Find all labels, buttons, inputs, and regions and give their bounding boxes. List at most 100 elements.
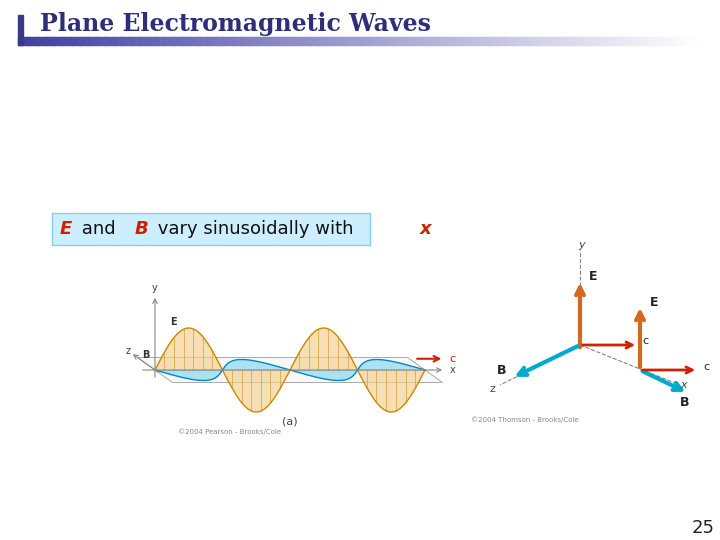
Polygon shape <box>166 370 173 375</box>
Polygon shape <box>399 363 409 370</box>
Polygon shape <box>236 360 251 370</box>
Polygon shape <box>247 360 261 370</box>
Polygon shape <box>241 360 256 370</box>
Polygon shape <box>227 364 235 370</box>
Polygon shape <box>231 361 243 370</box>
Bar <box>145 37 148 45</box>
Bar <box>399 37 402 45</box>
Bar <box>190 37 193 45</box>
Polygon shape <box>282 368 286 370</box>
Polygon shape <box>213 370 220 374</box>
Bar <box>70 37 73 45</box>
Polygon shape <box>279 367 284 370</box>
Bar <box>614 37 617 45</box>
Bar <box>344 37 347 45</box>
Bar <box>571 37 574 45</box>
Polygon shape <box>189 370 204 381</box>
Polygon shape <box>315 370 330 380</box>
Polygon shape <box>398 363 409 370</box>
Polygon shape <box>224 367 228 370</box>
Polygon shape <box>225 366 233 370</box>
Bar <box>338 37 341 45</box>
Bar <box>644 37 647 45</box>
Polygon shape <box>261 362 273 370</box>
Polygon shape <box>271 365 279 370</box>
Bar <box>537 37 540 45</box>
Bar <box>401 37 404 45</box>
Polygon shape <box>338 370 349 379</box>
Polygon shape <box>238 360 253 370</box>
Polygon shape <box>196 370 210 380</box>
Bar <box>693 37 696 45</box>
Bar <box>261 37 264 45</box>
Bar <box>428 37 431 45</box>
Polygon shape <box>219 370 222 372</box>
Bar <box>170 37 173 45</box>
Polygon shape <box>316 370 330 380</box>
Polygon shape <box>209 370 218 376</box>
Polygon shape <box>285 369 287 370</box>
Bar <box>195 37 197 45</box>
Bar <box>669 37 671 45</box>
Polygon shape <box>336 370 348 379</box>
Polygon shape <box>364 362 374 370</box>
Bar <box>302 37 304 45</box>
Bar <box>397 37 400 45</box>
Bar <box>444 37 447 45</box>
Bar <box>127 37 130 45</box>
Polygon shape <box>318 370 332 380</box>
Polygon shape <box>345 370 354 376</box>
Polygon shape <box>300 370 307 375</box>
Polygon shape <box>385 360 400 370</box>
Bar <box>249 37 252 45</box>
Polygon shape <box>175 370 188 379</box>
Polygon shape <box>190 370 205 381</box>
Polygon shape <box>394 362 406 370</box>
Polygon shape <box>233 361 247 370</box>
Bar <box>326 37 329 45</box>
Polygon shape <box>359 367 363 370</box>
Bar <box>403 37 406 45</box>
Polygon shape <box>402 364 412 370</box>
Polygon shape <box>298 370 305 374</box>
Polygon shape <box>294 370 299 373</box>
Bar <box>573 37 576 45</box>
Bar <box>494 37 497 45</box>
Bar <box>385 37 388 45</box>
Polygon shape <box>210 370 218 376</box>
Polygon shape <box>362 364 370 370</box>
Bar <box>181 37 184 45</box>
Polygon shape <box>360 366 366 370</box>
Polygon shape <box>349 370 355 374</box>
Polygon shape <box>266 363 276 370</box>
Bar <box>464 37 467 45</box>
Polygon shape <box>176 370 190 379</box>
Polygon shape <box>220 370 222 372</box>
Polygon shape <box>413 366 418 370</box>
Polygon shape <box>321 370 336 381</box>
Polygon shape <box>369 360 382 370</box>
Polygon shape <box>390 361 403 370</box>
Polygon shape <box>170 370 181 377</box>
Bar <box>66 37 68 45</box>
Bar <box>594 37 596 45</box>
Bar <box>426 37 429 45</box>
Polygon shape <box>390 361 402 370</box>
Polygon shape <box>189 370 204 381</box>
Bar <box>243 37 246 45</box>
Polygon shape <box>362 363 372 370</box>
Polygon shape <box>230 362 243 370</box>
Polygon shape <box>158 370 161 372</box>
Bar <box>523 37 526 45</box>
Polygon shape <box>372 360 386 370</box>
Bar <box>603 37 606 45</box>
Polygon shape <box>353 370 356 372</box>
Polygon shape <box>332 370 346 380</box>
Polygon shape <box>302 370 310 376</box>
Polygon shape <box>249 360 264 370</box>
Polygon shape <box>340 370 351 377</box>
Bar <box>501 37 503 45</box>
Polygon shape <box>353 370 356 373</box>
Polygon shape <box>384 360 398 370</box>
Bar <box>220 37 222 45</box>
